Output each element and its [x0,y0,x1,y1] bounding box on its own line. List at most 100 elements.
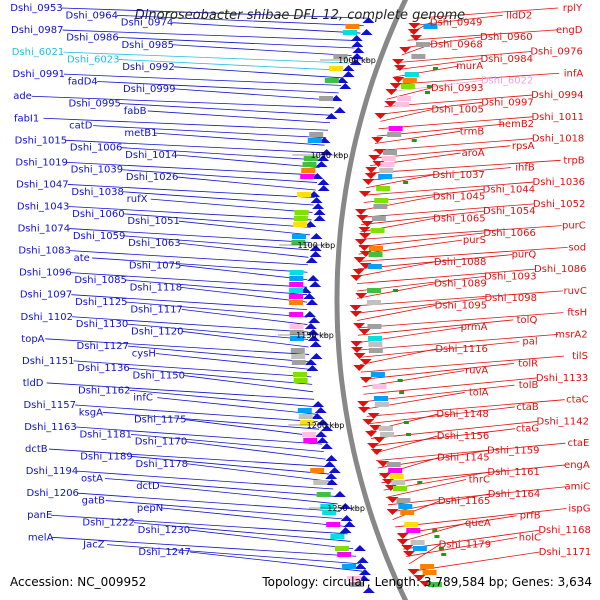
label-connector [68,206,312,221]
forward-gene-label: ate [74,253,90,264]
label-connector [368,406,515,425]
reverse-gene-label: Dshi_1148 [436,409,488,420]
label-connector [358,246,568,262]
feature-block [289,324,304,329]
feature-block [293,216,308,221]
feature-block [380,162,395,167]
feature-block [374,402,389,407]
rna-marker [434,535,440,538]
reverse-gene-label: infA [564,68,584,79]
reverse-gene-label: tolR [518,358,538,369]
feature-block [291,354,306,359]
forward-gene-label: fabB [124,106,147,117]
reverse-gene-label: Dshi_6022 [481,76,533,87]
reverse-gene-label: tolA [469,387,489,398]
reverse-gene-label: Dshi_0997 [481,97,533,108]
forward-gene-label: Dshi_1127 [77,341,129,352]
label-connector [189,551,363,572]
label-connector [48,448,328,467]
label-connector [398,51,532,63]
reverse-gene-arrow [393,65,406,71]
reverse-gene-arrow [358,191,371,197]
forward-gene-label: Dshi_1006 [70,143,122,154]
feature-block [299,420,314,425]
feature-block [347,576,362,581]
label-connector [374,435,438,454]
rna-marker [411,139,417,142]
label-connector [183,375,314,393]
feature-block [349,582,364,587]
label-connector [46,382,315,400]
reverse-gene-label: Dshi_1066 [483,228,535,239]
reverse-gene-arrow [364,173,377,179]
forward-gene-arrow [320,443,333,449]
reverse-gene-label: Dshi_0949 [430,18,482,29]
forward-gene-label: Dshi_1074 [18,224,70,235]
label-connector [359,225,562,240]
label-connector [147,110,331,124]
reverse-gene-label: trpB [563,155,584,166]
rna-marker [432,529,438,532]
reverse-gene-arrow [407,569,420,575]
feature-block [398,504,413,509]
label-connector [406,537,518,557]
forward-gene-arrow [330,95,343,101]
forward-gene-arrow [316,437,329,443]
forward-gene-label: Dshi_0986 [66,32,118,43]
feature-block [404,522,419,527]
reverse-gene-label: aroA [462,148,485,159]
forward-gene-arrow [303,311,316,317]
reverse-gene-arrow [349,311,362,317]
reverse-gene-arrow [353,353,366,359]
reverse-gene-label: amiC [564,482,590,493]
feature-block [373,396,388,401]
feature-block [396,498,411,503]
feature-block [326,522,341,527]
feature-block [333,54,348,59]
feature-block [313,480,328,485]
forward-gene-label: pepN [137,503,163,514]
label-connector [118,59,347,71]
forward-gene-label: Dshi_0985 [121,40,173,51]
reverse-gene-arrow [353,323,366,329]
reverse-gene-label: ctaB [516,402,539,413]
reverse-gene-label: lldD2 [506,10,532,21]
feature-block [368,336,383,341]
reverse-gene-label: sod [568,242,586,253]
reverse-gene-label: msrA2 [555,329,587,340]
feature-block [378,174,393,179]
feature-block [388,126,403,131]
reverse-gene-arrow [353,365,366,371]
label-connector [122,191,314,206]
reverse-gene-label: Dshi_1161 [487,467,539,478]
label-connector [357,261,435,277]
reverse-gene-label: Dshi_1179 [439,540,491,551]
feature-block [291,234,306,239]
reverse-gene-arrow [386,509,399,515]
label-connector [131,456,330,475]
backbone-arc [334,0,409,600]
reverse-gene-label: Dshi_0984 [480,54,532,65]
forward-gene-arrow [339,83,352,89]
feature-block [400,84,415,89]
reverse-gene-arrow [386,497,399,503]
feature-block [370,228,385,233]
feature-block [290,348,305,353]
feature-block [368,252,383,257]
forward-gene-arrow [309,281,322,287]
forward-gene-label: Dshi_1060 [72,209,124,220]
label-connector [359,348,437,366]
rna-marker [403,181,409,184]
label-connector [181,309,308,325]
forward-gene-arrow [307,335,320,341]
label-connector [359,232,485,248]
feature-block [291,360,306,365]
reverse-gene-arrow [365,431,378,437]
label-connector [364,181,534,196]
label-connector [119,103,333,116]
reverse-gene-arrow [407,29,420,35]
reverse-gene-arrow [373,437,386,443]
feature-block [411,54,426,59]
forward-gene-label: ade [13,91,32,102]
forward-gene-label: Dshi_1163 [24,422,76,433]
